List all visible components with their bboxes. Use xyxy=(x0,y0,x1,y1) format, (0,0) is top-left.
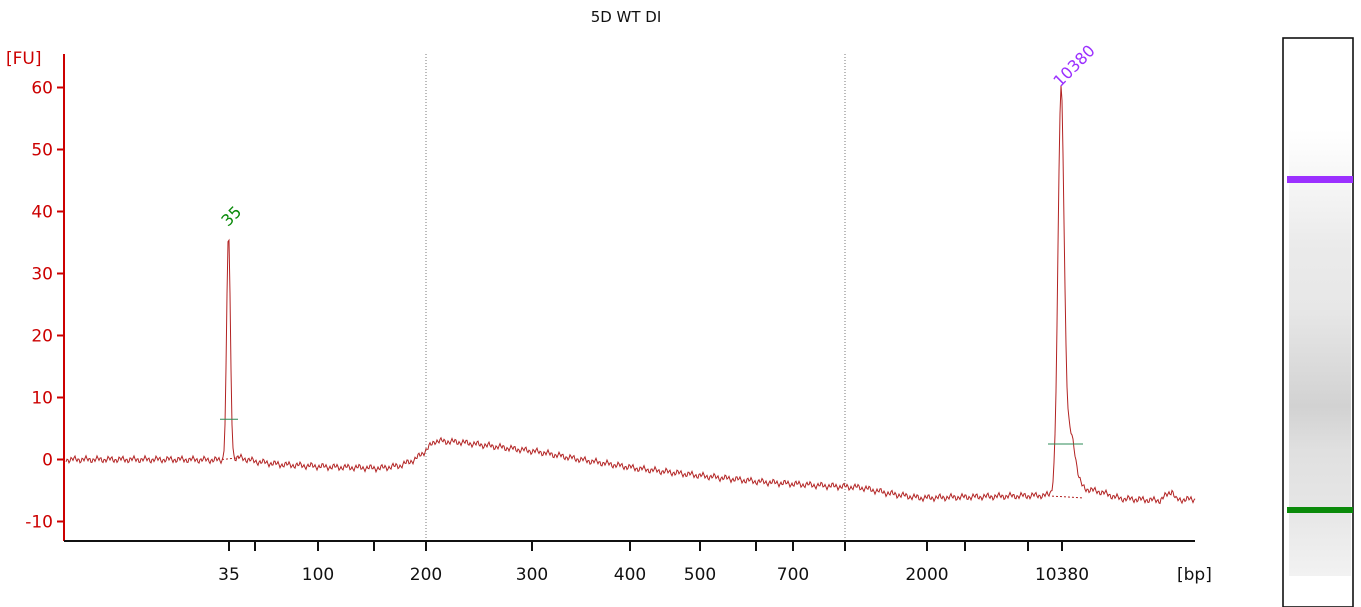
peak-label: 10380 xyxy=(1049,41,1098,90)
y-tick-label: 20 xyxy=(31,327,53,347)
y-axis-unit: [FU] xyxy=(6,49,42,69)
x-axis: 35 100 200 300 400 500 700 2000 10380 xyxy=(64,540,1195,585)
gel-lower-marker-band xyxy=(1287,507,1353,513)
trace xyxy=(65,85,1196,505)
gel-upper-marker-band xyxy=(1287,176,1353,183)
peak-label: 35 xyxy=(217,202,245,230)
x-tick-label: 100 xyxy=(302,565,334,585)
x-tick-label: 35 xyxy=(218,565,240,585)
y-tick-label: 30 xyxy=(31,265,53,285)
signal-trace xyxy=(65,85,1196,505)
y-axis: -10 0 10 20 30 40 50 60 xyxy=(25,54,65,541)
chart-title: 5D WT DI xyxy=(591,8,662,26)
peak-10380-baseline xyxy=(1051,495,1084,499)
y-tick-label: 10 xyxy=(31,389,53,409)
y-tick-label: -10 xyxy=(25,513,53,533)
y-tick-label: 0 xyxy=(42,451,53,471)
peak-35-baseline xyxy=(221,457,241,460)
x-tick-label: 10380 xyxy=(1035,565,1089,585)
x-tick-label: 400 xyxy=(614,565,646,585)
y-tick-label: 40 xyxy=(31,203,53,223)
x-axis-unit: [bp] xyxy=(1177,565,1212,585)
gel-smear xyxy=(1289,130,1351,576)
x-tick-label: 300 xyxy=(516,565,548,585)
x-tick-label: 2000 xyxy=(905,565,948,585)
x-tick-label: 700 xyxy=(777,565,809,585)
x-tick-label: 500 xyxy=(684,565,716,585)
x-tick-label: 200 xyxy=(410,565,442,585)
guide-lines xyxy=(425,54,846,541)
peak-labels: 35 10380 xyxy=(217,41,1098,230)
gel-lane xyxy=(1282,37,1354,607)
y-tick-label: 50 xyxy=(31,141,53,161)
y-tick-label: 60 xyxy=(31,79,53,99)
